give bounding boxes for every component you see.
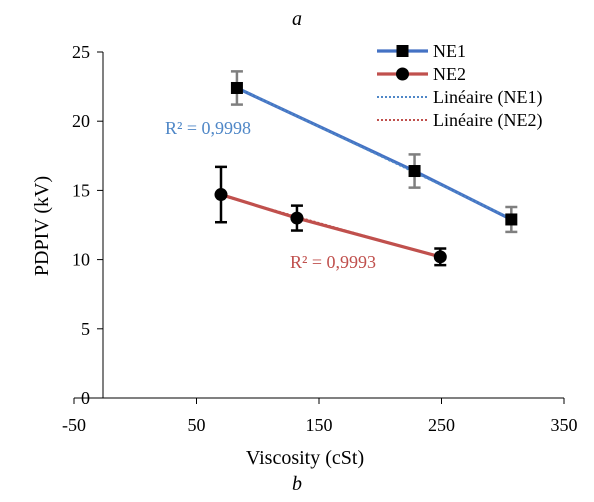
plot-layer: -50 50 150 250 350 0 5 10 15 20 25 R² = 0,9998 R² = … [62, 42, 578, 435]
y-tick-label: 0 [81, 388, 90, 408]
y-tick-label: 25 [72, 42, 90, 62]
legend-label: NE1 [433, 41, 466, 61]
legend-label: NE2 [433, 64, 466, 84]
chart-title: a [292, 8, 302, 30]
data-point-ne2 [433, 250, 447, 264]
x-tick-label: 50 [188, 415, 206, 435]
legend-marker [396, 45, 409, 57]
legend: NE1 NE2 Linéaire (NE1)Linéaire (NE2) [377, 41, 542, 131]
legend-label: Linéaire (NE2) [433, 110, 542, 131]
legend-marker [396, 67, 409, 81]
trendline-ne2 [220, 194, 441, 259]
x-tick-label: -50 [62, 415, 86, 435]
x-tick-label: 250 [428, 415, 455, 435]
x-axis-label: Viscosity (cSt) [246, 447, 364, 469]
data-point-ne1 [408, 165, 421, 178]
y-tick-label: 20 [72, 111, 90, 131]
y-tick-label: 15 [72, 180, 90, 200]
y-tick-label: 5 [81, 319, 90, 339]
chart-caption: b [292, 473, 302, 495]
r2-annotation-ne2: R² = 0,9993 [290, 252, 376, 272]
data-point-ne2 [290, 211, 304, 225]
r2-annotation-ne1: R² = 0,9998 [165, 118, 251, 138]
legend-label: Linéaire (NE1) [433, 87, 542, 108]
x-tick-label: 150 [306, 415, 333, 435]
data-point-ne1 [505, 213, 518, 226]
trendline-ne1 [236, 86, 512, 220]
y-tick-label: 10 [72, 250, 90, 270]
x-tick-label: 350 [551, 415, 578, 435]
data-point-ne2 [214, 188, 228, 202]
y-axis-label: PDPIV (kV) [31, 176, 53, 276]
data-point-ne1 [230, 81, 243, 94]
